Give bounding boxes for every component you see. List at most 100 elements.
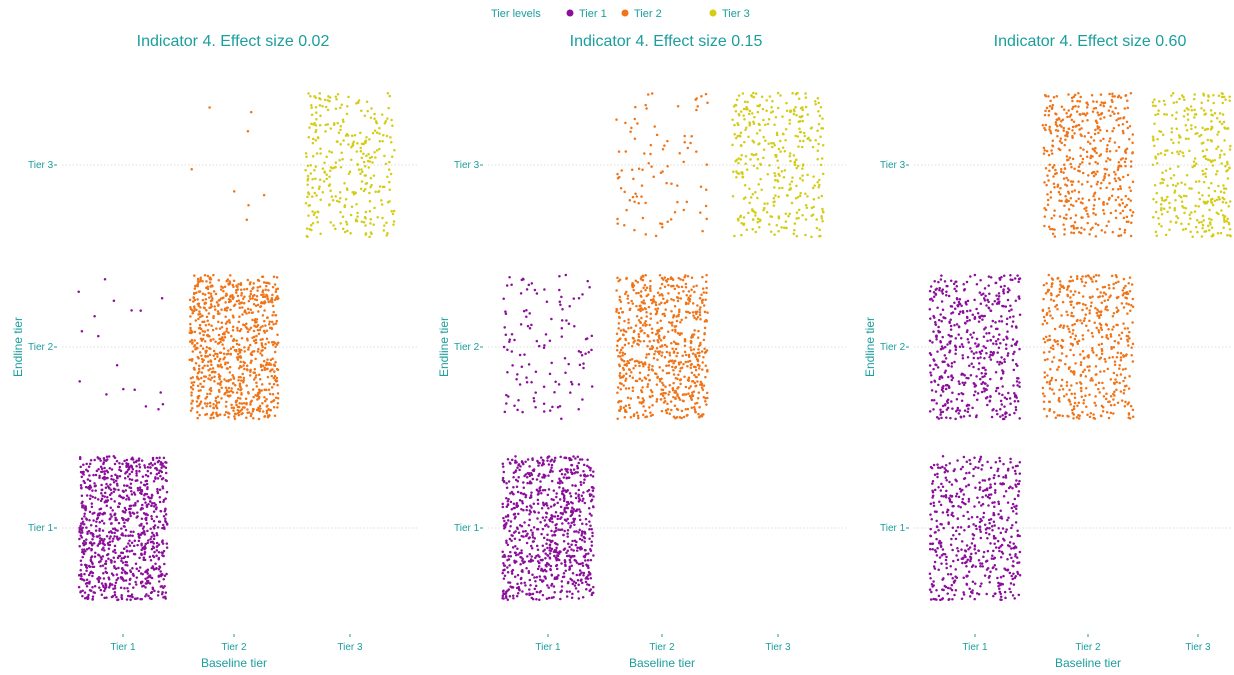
data-point: [817, 185, 821, 189]
data-point: [765, 109, 768, 113]
data-point: [763, 206, 766, 210]
data-point: [648, 287, 652, 290]
data-point: [190, 394, 193, 397]
data-point: [209, 338, 212, 342]
data-point: [266, 298, 270, 301]
data-point: [113, 560, 116, 563]
data-point: [662, 278, 665, 281]
data-point: [223, 356, 226, 359]
data-point: [762, 148, 766, 152]
data-point: [516, 408, 519, 412]
data-point: [541, 593, 545, 597]
data-point: [103, 466, 106, 470]
data-point: [91, 598, 94, 601]
data-point: [548, 339, 552, 342]
data-point: [591, 489, 595, 493]
data-point: [238, 306, 242, 310]
data-point: [984, 494, 988, 497]
data-point: [150, 504, 153, 508]
data-point: [989, 309, 992, 312]
data-point: [93, 555, 97, 558]
data-point: [965, 460, 969, 464]
data-point: [567, 476, 571, 479]
data-point: [319, 232, 322, 235]
data-point: [193, 343, 197, 347]
data-point: [791, 176, 794, 179]
data-point: [526, 471, 529, 475]
data-point: [533, 576, 536, 579]
data-point: [743, 117, 746, 121]
data-point: [259, 407, 262, 410]
data-point: [734, 103, 737, 107]
data-point: [583, 540, 586, 543]
data-point: [147, 503, 150, 506]
data-point: [115, 459, 119, 463]
data-point: [239, 288, 243, 291]
data-point: [92, 519, 95, 522]
data-point: [332, 224, 335, 227]
data-point: [949, 587, 952, 590]
data-point: [213, 370, 216, 374]
data-point: [687, 386, 691, 390]
data-point: [672, 284, 675, 288]
data-point: [510, 534, 513, 537]
data-point: [115, 518, 118, 522]
data-point: [586, 564, 589, 568]
data-point: [88, 571, 92, 575]
data-point: [313, 211, 317, 214]
data-point: [554, 529, 558, 532]
data-point: [250, 311, 254, 315]
data-point: [1002, 338, 1005, 341]
data-point: [756, 110, 760, 114]
data-point: [259, 326, 262, 329]
data-point: [678, 151, 681, 155]
data-point: [817, 196, 820, 200]
data-point: [567, 542, 570, 545]
data-point: [969, 462, 972, 466]
data-point: [683, 344, 687, 348]
data-point: [132, 586, 135, 589]
data-point: [655, 400, 658, 403]
data-point: [577, 408, 580, 411]
data-point: [591, 485, 594, 489]
data-point: [778, 186, 781, 190]
data-point: [670, 284, 673, 288]
data-point: [656, 307, 660, 310]
data-point: [520, 508, 523, 511]
data-point: [565, 519, 568, 522]
data-point: [339, 222, 342, 225]
data-point: [104, 560, 108, 563]
data-point: [220, 397, 223, 400]
data-point: [520, 582, 523, 585]
data-point: [776, 179, 779, 182]
data-point: [651, 403, 654, 407]
data-point: [976, 515, 979, 519]
data-point: [515, 594, 519, 598]
data-point: [196, 282, 200, 286]
data-point: [197, 317, 200, 321]
data-point: [545, 504, 549, 507]
data-point: [635, 411, 639, 414]
data-point: [82, 552, 86, 556]
data-point: [1003, 405, 1006, 408]
data-point: [735, 98, 739, 102]
data-point: [950, 374, 953, 377]
data-point: [106, 499, 110, 502]
data-point: [666, 220, 669, 224]
data-point: [232, 190, 236, 193]
data-point: [978, 488, 981, 491]
data-point: [88, 588, 92, 592]
data-point: [304, 201, 308, 205]
data-point: [682, 208, 686, 212]
data-point: [765, 211, 769, 214]
data-point: [306, 183, 309, 186]
data-point: [1018, 313, 1022, 316]
data-point: [203, 340, 207, 343]
data-point: [789, 187, 792, 190]
data-point: [987, 307, 991, 310]
data-point: [525, 567, 528, 570]
data-point: [659, 286, 662, 290]
data-point: [680, 318, 683, 322]
data-point: [132, 461, 136, 464]
data-point: [91, 574, 94, 578]
